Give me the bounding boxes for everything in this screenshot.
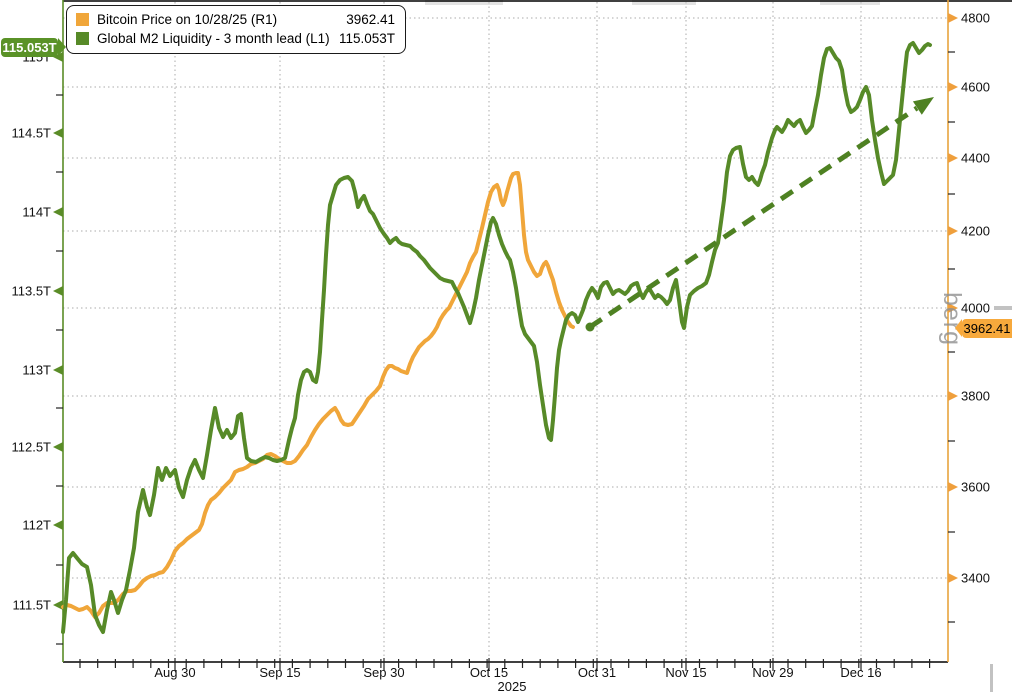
left-tick-arrow-icon [53, 520, 63, 530]
x-axis-label: Oct 15 [470, 665, 508, 680]
left-axis-label: 114T [22, 205, 51, 220]
left-axis-label: 113T [22, 363, 51, 378]
right-tick-arrow-icon [948, 226, 958, 236]
left-axis-label: 111.5T [12, 598, 51, 613]
left-axis-label: 114.5T [11, 126, 51, 141]
legend-value: 115.053T [338, 31, 395, 46]
btc-price-line [61, 171, 575, 619]
m2-swatch-icon [76, 32, 89, 45]
left-tick-arrow-icon [53, 442, 63, 452]
x-axis-label: Dec 16 [840, 665, 881, 680]
x-axis-label: Nov 15 [665, 665, 706, 680]
top-smudge [632, 0, 696, 5]
left-axis-label: 113.5T [11, 284, 51, 299]
right-axis-label: 3600 [961, 480, 990, 495]
right-tick-arrow-icon [948, 391, 958, 401]
watermark-fragment [990, 664, 993, 692]
x-axis-label: Sep 15 [259, 665, 300, 680]
m2-last-value-badge: 115.053T [1, 38, 66, 57]
right-axis-label: 3400 [961, 571, 990, 586]
trend-arrow-start-dot [585, 322, 595, 332]
right-tick-arrow-icon [948, 13, 958, 23]
legend-item-m2[interactable]: Global M2 Liquidity - 3 month lead (L1) … [76, 29, 395, 48]
left-tick-arrow-icon [53, 365, 63, 375]
left-tick-arrow-icon [53, 286, 63, 296]
right-axis-label: 3800 [961, 389, 990, 404]
watermark-fragment [994, 306, 1012, 310]
x-axis-label: Sep 30 [363, 665, 404, 680]
left-tick-arrow-icon [53, 600, 63, 610]
right-axis-label: 4000 [961, 301, 990, 316]
left-tick-arrow-icon [53, 128, 63, 138]
x-axis-year-label: 2025 [498, 679, 527, 693]
trend-arrow-head [912, 97, 934, 115]
right-tick-arrow-icon [948, 482, 958, 492]
legend-label: Bitcoin Price on 10/28/25 (R1) [97, 12, 278, 27]
left-tick-arrow-icon [53, 207, 63, 217]
right-tick-arrow-icon [948, 573, 958, 583]
btc-last-value-badge: 3962.41 [955, 319, 1012, 338]
left-axis-label: 112T [22, 518, 51, 533]
legend-box[interactable]: Bitcoin Price on 10/28/25 (R1) 3962.41 G… [66, 5, 406, 54]
right-axis-label: 4400 [961, 151, 990, 166]
left-axis-label: 112.5T [11, 440, 51, 455]
legend-item-btc[interactable]: Bitcoin Price on 10/28/25 (R1) 3962.41 [76, 10, 395, 29]
x-axis-label: Aug 30 [154, 665, 195, 680]
x-axis-label: Oct 31 [578, 665, 616, 680]
trend-arrow-line [588, 105, 919, 330]
right-axis-label: 4800 [961, 11, 990, 26]
right-tick-arrow-icon [948, 82, 958, 92]
btc-swatch-icon [76, 13, 89, 26]
right-axis-label: 4200 [961, 224, 990, 239]
x-axis-label: Nov 29 [752, 665, 793, 680]
top-smudge [820, 0, 880, 5]
right-tick-arrow-icon [948, 303, 958, 313]
right-tick-arrow-icon [948, 153, 958, 163]
top-smudge [425, 0, 503, 5]
legend-label: Global M2 Liquidity - 3 month lead (L1) [97, 31, 330, 46]
legend-value: 3962.41 [346, 12, 395, 27]
right-axis-label: 4600 [961, 80, 990, 95]
m2-liquidity-line [61, 41, 932, 634]
